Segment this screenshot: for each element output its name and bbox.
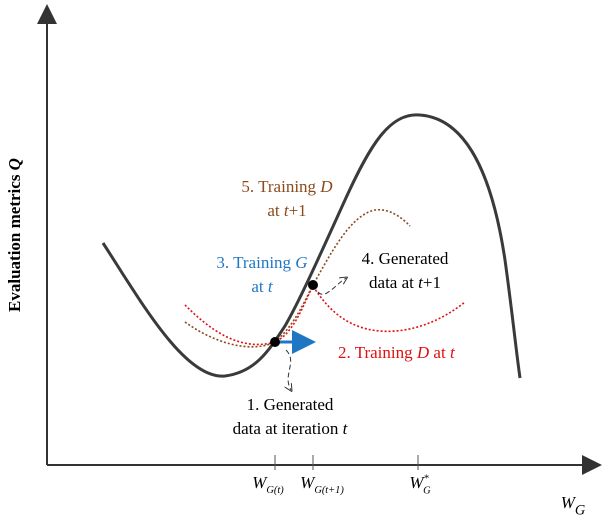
- pointer-4: [317, 278, 346, 295]
- annotation-text: 2. Training: [338, 343, 417, 362]
- annotation-text: t: [284, 201, 290, 220]
- annotation-line: 5. Training D: [241, 177, 333, 196]
- annotation-line: 2. Training D at t: [338, 343, 456, 362]
- annotation-text: at: [251, 277, 268, 296]
- annotation-text: at: [267, 201, 284, 220]
- annotation-line: 4. Generated: [362, 249, 449, 268]
- annotation-text: G: [295, 253, 307, 272]
- tick-marks: [274, 455, 419, 470]
- symbol: W: [409, 473, 425, 492]
- annotation-line: 1. Generated: [247, 395, 334, 414]
- label-text: Evaluation metrics: [5, 170, 24, 312]
- subscript: G: [575, 503, 586, 519]
- annotation-text: +1: [423, 273, 441, 292]
- annotation-text: +1: [289, 201, 307, 220]
- math-label: WG(t+1): [300, 473, 344, 496]
- point-t1: [308, 280, 318, 290]
- annotation-text: 3. Training: [216, 253, 295, 272]
- y-axis-label: Evaluation metrics Q: [5, 158, 24, 312]
- annotation-text: 4. Generated: [362, 249, 449, 268]
- annotation-text: t: [268, 277, 274, 296]
- pointer-1: [286, 349, 291, 390]
- discriminator-t: [184, 284, 466, 346]
- annotation-line: at t+1: [267, 201, 306, 220]
- annotation-text: t: [418, 273, 424, 292]
- annotation-text: 1. Generated: [247, 395, 334, 414]
- symbol: W: [300, 473, 316, 492]
- annotation-text: D: [319, 177, 333, 196]
- subscript: G(t+1): [314, 485, 344, 496]
- annotation-text: 5. Training: [241, 177, 320, 196]
- annotation-line: 3. Training G: [216, 253, 307, 272]
- label-symbol: Q: [5, 158, 24, 170]
- annotation-line: at t: [251, 277, 274, 296]
- annotation-text: data at: [369, 273, 418, 292]
- annotation-text: t: [450, 343, 456, 362]
- annotation-text: data at iteration: [233, 419, 343, 438]
- superscript: *: [424, 474, 430, 485]
- annotation-line: data at iteration t: [233, 419, 349, 438]
- metric-curve: [101, 113, 522, 379]
- symbol: W: [252, 473, 268, 492]
- symbol: W: [561, 493, 577, 512]
- annotation-text: t: [343, 419, 349, 438]
- math-label: W* G: [409, 473, 431, 497]
- annotation-text: at: [429, 343, 450, 362]
- annotation-text: D: [416, 343, 430, 362]
- math-label: WG(t): [252, 473, 284, 496]
- math-label: WG: [561, 493, 586, 519]
- point-t: [270, 337, 280, 347]
- annotation-line: data at t+1: [369, 273, 441, 292]
- subscript: G: [423, 486, 431, 497]
- subscript: G(t): [266, 485, 284, 496]
